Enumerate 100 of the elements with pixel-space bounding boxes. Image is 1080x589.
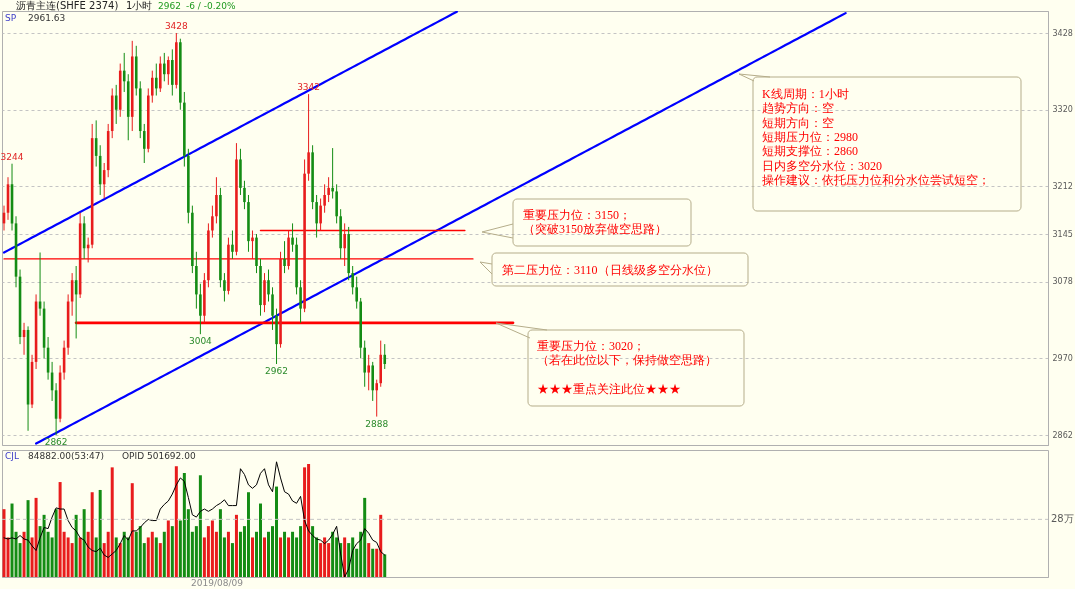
candlestick <box>211 205 214 239</box>
bar <box>198 475 202 577</box>
bar <box>110 467 114 577</box>
annotation: 重要压力位：3020； <box>537 339 645 353</box>
annotation: K线周期：1小时 <box>762 87 849 101</box>
candlestick <box>319 198 322 231</box>
candlestick <box>163 52 166 82</box>
annotation: 2888 <box>365 418 389 429</box>
candlestick <box>383 343 387 370</box>
bar <box>226 531 230 577</box>
bar <box>42 514 46 577</box>
annotation: 短期支撑位：2860 <box>762 144 858 159</box>
candlestick <box>167 55 170 86</box>
candlestick <box>122 52 126 93</box>
text: CJL <box>5 451 19 461</box>
candlestick <box>215 176 218 224</box>
annotation: （若在此位以下，保持做空思路） <box>537 353 717 367</box>
candlestick <box>355 276 358 310</box>
bar <box>158 543 162 577</box>
chart-title: 沥青主连(SHFE 2374) <box>16 0 119 11</box>
y-tick-label: 3078 <box>1052 277 1073 287</box>
annotation: （突破3150放弃做空思路） <box>523 222 667 237</box>
bar <box>367 543 371 577</box>
candlestick <box>271 286 274 331</box>
bar <box>230 543 234 577</box>
bar <box>363 497 367 577</box>
bar <box>279 537 283 577</box>
bar <box>22 531 26 577</box>
text: -6 / -0.20% <box>186 1 237 11</box>
candlestick <box>231 229 234 260</box>
y-tick-label: 3320 <box>1052 105 1073 115</box>
bar <box>10 503 14 577</box>
annotation: 第二压力位：3110（日线级多空分水位） <box>502 263 718 277</box>
y-tick-label: 3145 <box>1052 229 1073 239</box>
candlestick <box>155 63 158 97</box>
annotation: 日内多空分水位：3020 <box>762 158 882 173</box>
bar <box>210 520 214 577</box>
ref-line-label: 28万 <box>1051 513 1074 525</box>
candlestick <box>251 229 254 260</box>
candlestick <box>267 269 270 303</box>
bar <box>258 503 262 577</box>
bar <box>122 531 126 577</box>
bar <box>82 509 86 577</box>
bar <box>74 514 78 577</box>
candlestick <box>142 123 146 164</box>
text: OPID 501692.00 <box>122 451 196 461</box>
bar <box>323 537 327 577</box>
annotation: 2962 <box>265 366 288 377</box>
annotation: 2961.63 <box>28 13 66 23</box>
candlestick <box>343 222 346 267</box>
bar <box>275 486 279 577</box>
bar <box>287 537 291 577</box>
annotation: 短期压力位：2980 <box>762 129 858 144</box>
annotation: 趋势方向：空 <box>762 101 834 116</box>
bar <box>170 526 174 577</box>
bar <box>283 531 287 577</box>
annotation: SP <box>5 13 17 23</box>
bar <box>307 463 311 577</box>
annotation: 3004 <box>188 336 213 347</box>
candlestick <box>375 379 379 418</box>
line-series <box>2 11 458 254</box>
bar <box>154 537 158 577</box>
annotation: 3244 <box>0 151 24 162</box>
bar <box>130 483 134 577</box>
candlestick <box>327 176 330 203</box>
y-tick-label: 3212 <box>1052 181 1073 191</box>
annotation: 2862 <box>44 437 68 448</box>
bar <box>299 526 303 577</box>
annotation: ★★★重点关注此位★★★ <box>537 382 681 396</box>
bar <box>34 497 38 577</box>
bar <box>26 500 30 577</box>
candlestick <box>114 84 118 125</box>
bar <box>291 531 295 577</box>
bar <box>114 537 118 577</box>
candlestick <box>243 180 246 210</box>
bar <box>150 531 154 577</box>
bar <box>246 492 250 577</box>
bar <box>263 537 266 577</box>
bar <box>331 531 335 577</box>
bar <box>162 531 166 577</box>
bar <box>54 509 58 577</box>
bar <box>118 543 122 577</box>
candlestick <box>307 93 310 182</box>
bar <box>58 482 62 577</box>
bar <box>98 489 102 577</box>
bar <box>78 537 82 577</box>
candlestick <box>323 183 326 214</box>
bar <box>303 467 307 577</box>
bar <box>174 466 178 577</box>
bar <box>234 514 238 577</box>
text: 84882.00(53:47) <box>28 451 104 461</box>
bar <box>138 526 142 577</box>
bar <box>166 520 170 577</box>
annotation: 操作建议：依托压力位和分水位尝试短空； <box>762 172 990 187</box>
bar <box>218 509 222 577</box>
bar <box>311 526 315 577</box>
y-tick-label: 2970 <box>1052 353 1073 363</box>
text: 1小时 <box>126 0 153 11</box>
candlestick <box>351 265 354 295</box>
annotation: 重要压力位：3150； <box>523 208 631 222</box>
